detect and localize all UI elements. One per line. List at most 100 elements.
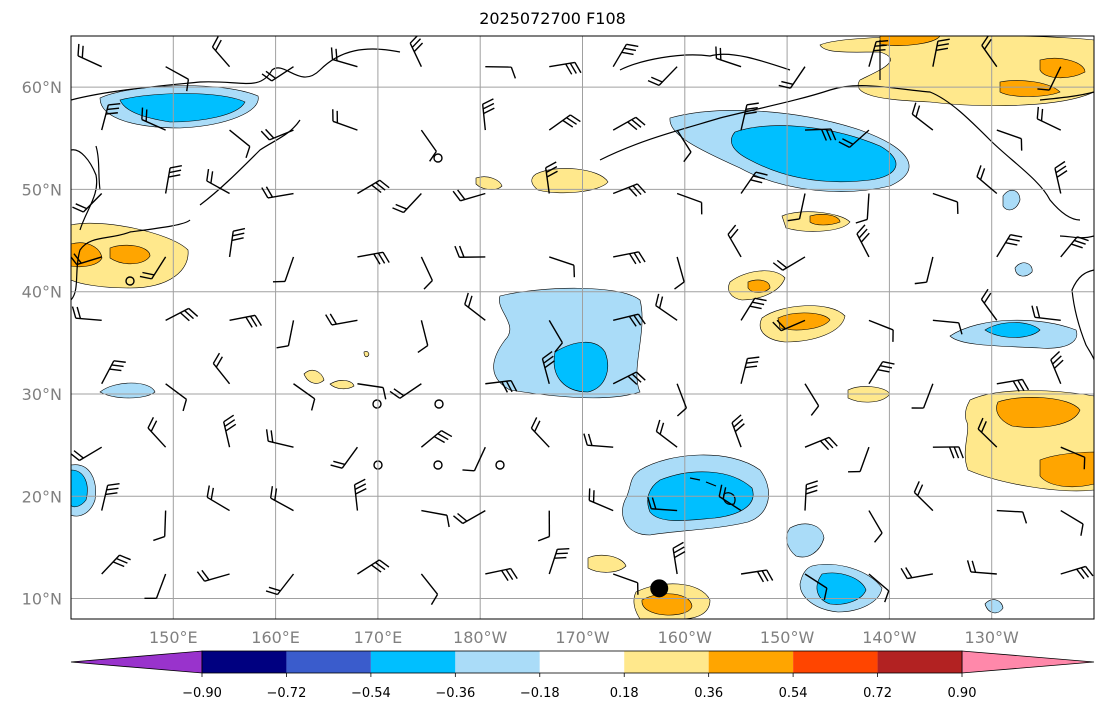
wind-barb [481,98,495,131]
calm-circle-1 [125,276,135,286]
wind-barb [485,567,518,581]
colorbar-segment [455,651,540,673]
wind-barb [613,313,646,327]
anomaly-region-21 [1039,58,1086,79]
wind-barb [353,478,367,511]
wind-barb [530,417,550,448]
wind-barb [462,446,486,472]
coastline-segment-2 [71,219,191,301]
lat-tick-label: 60°N [22,78,62,97]
coastline-segment-5 [599,85,1081,221]
anomaly-region-13 [99,382,156,399]
wind-barb [196,569,230,582]
wind-barb [612,573,639,595]
wind-barb [223,414,237,448]
wind-barb [740,356,760,384]
wind-barb [261,66,294,82]
wind-barb [727,224,742,258]
wind-barb [804,128,837,141]
wind-barb [165,383,188,412]
wind-barb [981,36,998,68]
wind-barb [772,256,806,271]
wind-barb [588,488,614,512]
lon-tick-label: 150°W [760,628,815,647]
wind-barb [868,510,883,543]
wind-barb [389,383,422,399]
wind-barb [911,383,934,409]
wind-barb [612,116,646,131]
wind-barb [676,129,692,163]
calm-circle-0 [433,153,443,163]
wind-barb [1060,565,1094,580]
colorbar-tick-label: 0.18 [610,686,639,701]
wind-barb [548,319,564,353]
colorbar-segment [539,651,625,673]
colorbar-tick-label: 0.36 [694,686,723,701]
colorbar-tick-label: −0.18 [520,686,560,701]
lon-tick-label: 180°W [453,628,508,647]
anomaly-region-41 [303,369,325,384]
wind-barb [672,541,686,575]
wind-barb [229,129,251,159]
wind-barb [454,245,486,258]
wind-barb [548,548,570,575]
wind-barb [464,292,486,321]
lon-tick-label: 160°W [658,628,713,647]
wind-barb [980,288,998,321]
wind-barb [101,483,120,511]
wind-barb [856,224,870,258]
wind-barb [1054,160,1068,194]
wind-barb [911,102,934,131]
wind-barb [101,360,126,385]
wind-barb [270,486,294,512]
colorbar-segment [624,651,709,673]
wind-barb [153,510,167,542]
coastline-segment-4 [199,119,301,206]
colorbar-segment [286,651,371,673]
lon-tick-label: 130°W [965,628,1020,647]
wind-barb [357,559,390,575]
wind-barb [1037,66,1062,91]
wind-barb [855,193,870,224]
wind-barb [206,168,230,195]
anomaly-region-36 [996,397,1081,428]
wind-barb [549,61,582,75]
wind-barb [804,436,838,451]
wind-barb [1060,236,1089,258]
latitude-labels: 10°N 20°N 30°N 40°N 50°N 60°N [22,78,62,608]
wind-barb [420,129,437,162]
wind-barb [165,307,199,322]
anomaly-region-37 [1039,451,1094,488]
wind-barb [71,253,102,266]
wind-barb [537,510,551,542]
colorbar-segment [708,651,794,673]
wind-barb [165,66,190,92]
wind-barb [421,509,450,528]
anomaly-region-25 [109,244,151,265]
coastline-segment-9 [879,40,1094,101]
wind-barb [265,573,295,596]
wind-barb [147,416,167,448]
wind-barb [541,351,556,384]
lat-tick-label: 40°N [22,283,62,302]
wind-barb [1050,350,1064,385]
lat-tick-label: 10°N [22,590,62,609]
wind-barb [655,419,678,448]
anomaly-region-1 [119,93,246,123]
anomaly-region-5 [553,341,608,393]
wind-barb [868,40,889,67]
wind-barb [674,256,685,290]
wind-barb [1036,106,1062,131]
wind-barb [996,234,1023,258]
location-marker [650,579,669,598]
wind-barb [996,129,1023,151]
wind-barb [583,433,614,448]
colorbar-segment [877,651,962,673]
wind-barb [272,256,295,283]
colorbar-tick-label: 0.72 [863,686,892,701]
wind-barb [787,193,806,222]
wind-barb [740,102,759,131]
wind-barb [330,446,359,469]
colorbar-tick-label: −0.90 [182,686,222,701]
calm-circle-2 [372,399,382,409]
